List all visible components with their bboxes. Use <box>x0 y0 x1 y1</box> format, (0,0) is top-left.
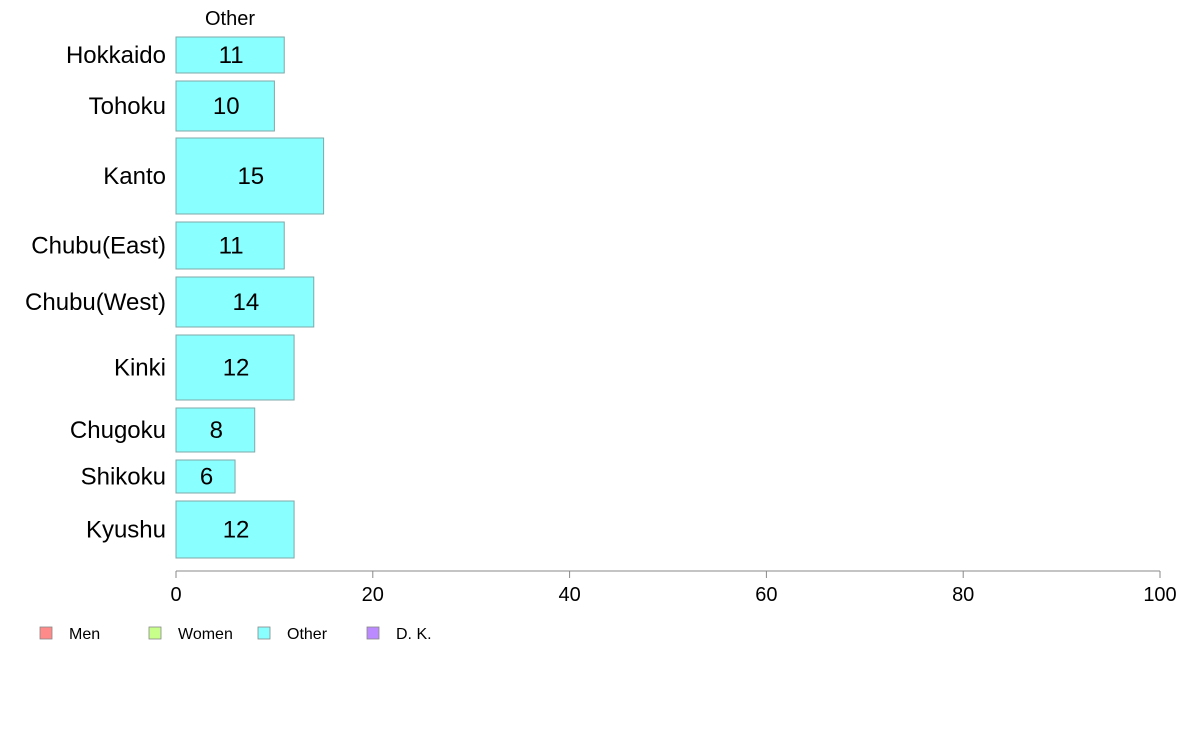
legend-swatch <box>366 626 380 640</box>
x-tick-label: 60 <box>755 584 777 606</box>
category-labels: Hokkaido Tohoku Kanto Chubu(East) Chubu(West… <box>25 42 166 544</box>
x-tick-label: 40 <box>558 584 580 606</box>
bar-kyushu <box>175 500 295 559</box>
bar-chugoku <box>175 407 256 453</box>
value-label: 10 <box>213 93 240 120</box>
legend-label: D. K. <box>396 626 432 643</box>
category-label: Tohoku <box>89 93 166 120</box>
legend-label: Women <box>178 626 233 643</box>
value-label: 15 <box>237 163 264 190</box>
legend-swatch <box>257 626 271 640</box>
value-label: 12 <box>223 355 250 382</box>
column-title: Other <box>205 8 255 30</box>
value-label: 11 <box>219 233 244 260</box>
bar-kanto <box>175 137 325 215</box>
x-tick-label: 20 <box>362 584 384 606</box>
legend-swatch <box>39 626 53 640</box>
legend-label: Other <box>287 626 328 643</box>
value-label: 8 <box>210 417 223 444</box>
x-axis-ticks: 0 20 40 60 80 100 <box>170 571 1177 606</box>
legend-label: Men <box>69 626 100 643</box>
value-labels: 11 10 15 11 14 12 8 6 12 <box>200 42 264 544</box>
bar-hokkaido <box>175 36 285 74</box>
category-label: Kanto <box>103 163 166 190</box>
bar-kinki <box>175 334 295 401</box>
legend: Men Women Other D. K. <box>39 626 432 643</box>
x-tick-label: 100 <box>1143 584 1176 606</box>
category-label: Chubu(East) <box>31 233 166 260</box>
bar-chubu-west <box>175 276 315 328</box>
x-tick-label: 80 <box>952 584 974 606</box>
value-label: 12 <box>223 517 250 544</box>
bars-group <box>175 36 325 559</box>
category-label: Chugoku <box>70 417 166 444</box>
bar-shikoku <box>175 459 236 494</box>
value-label: 14 <box>233 289 260 316</box>
category-label: Kyushu <box>86 517 166 544</box>
category-label: Hokkaido <box>66 42 166 69</box>
value-label: 11 <box>219 42 244 69</box>
bar-chubu-east <box>175 221 285 270</box>
bar-tohoku <box>175 80 275 132</box>
legend-swatch <box>148 626 162 640</box>
category-label: Kinki <box>114 355 166 382</box>
category-label: Chubu(West) <box>25 289 166 316</box>
value-label: 6 <box>200 464 213 491</box>
category-label: Shikoku <box>81 464 166 491</box>
x-tick-label: 0 <box>170 584 181 606</box>
